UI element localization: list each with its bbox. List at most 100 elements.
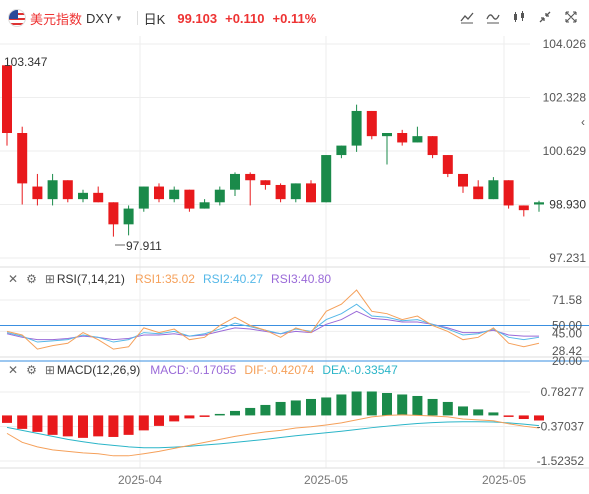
candle-body [488, 180, 499, 200]
macd-histogram-bar [412, 395, 423, 416]
macd-histogram-bar [275, 401, 286, 416]
macd-histogram-bar [397, 394, 408, 416]
candle-body [366, 110, 377, 137]
macd-histogram-bar [458, 406, 468, 416]
indicator-icon[interactable] [485, 10, 501, 26]
candle-body [336, 145, 347, 156]
macd-histogram-bar [534, 415, 544, 421]
rsi1-line [6, 289, 540, 350]
header-bar: 美元指数 DXY ▼ 日K 99.103 +0.110 +0.11% [0, 0, 589, 36]
price-axis-label: 100.629 [543, 144, 587, 158]
price-axis-label: 102.328 [543, 90, 587, 104]
macd-histogram-bar [321, 397, 332, 416]
macd-histogram-bar [290, 400, 301, 416]
date-axis-label: 2025-05 [304, 473, 348, 487]
candle-body [2, 65, 12, 134]
period-selector[interactable]: 日K [143, 11, 166, 27]
price-change-pct: +0.11% [272, 10, 317, 26]
price-axis-label: 104.026 [543, 37, 587, 51]
us-flag-icon [8, 9, 26, 27]
rsi3-line [6, 310, 539, 341]
macd-histogram-bar [154, 415, 164, 426]
rsi-axis-label: 28.42 [552, 344, 582, 358]
rsi-axis-label: 45.00 [552, 326, 582, 340]
macd-histogram-bar [351, 391, 362, 416]
candle-body [230, 173, 240, 190]
macd-histogram-bar [93, 415, 104, 437]
candle-body [382, 133, 392, 137]
macd-value: MACD:-0.17055 [150, 363, 237, 377]
symbol-code[interactable]: DXY [86, 10, 113, 26]
candle-body [154, 186, 164, 200]
candle-body [321, 155, 332, 203]
candle-body [473, 186, 484, 200]
date-axis-label: 2025-04 [118, 473, 162, 487]
macd-histogram-bar [473, 409, 484, 416]
candle-body [442, 155, 453, 174]
candle-body [199, 202, 210, 209]
macd-histogram-bar [138, 415, 149, 431]
candle-body [306, 183, 316, 203]
macd-histogram-bar [503, 415, 514, 417]
macd-histogram-bar [78, 415, 88, 438]
indicator-box-icon[interactable]: ⊞ [44, 363, 55, 377]
candle-icon[interactable] [511, 10, 527, 26]
candle-body [412, 136, 423, 143]
chart-style-icon[interactable] [459, 10, 475, 26]
macd-histogram-bar [214, 413, 225, 416]
dea-value: DEA:-0.33547 [322, 363, 398, 377]
macd-histogram-bar [382, 392, 392, 416]
symbol-dropdown-icon[interactable]: ▼ [114, 13, 123, 23]
candle-body [32, 186, 43, 200]
shrink-icon[interactable] [537, 10, 553, 26]
dea-line [6, 421, 540, 449]
macd-histogram-bar [2, 415, 12, 423]
rsi3-value: RSI3:40.80 [271, 272, 332, 286]
collapse-arrow-icon[interactable]: ‹ [577, 112, 589, 132]
rsi2-value: RSI2:40.27 [202, 272, 264, 286]
candle-body [214, 189, 225, 203]
macd-axis-label: 0.78277 [541, 385, 585, 399]
candle-body [245, 173, 256, 181]
candle-body [503, 180, 514, 206]
low-price-label: 97.911 [126, 239, 162, 253]
toolbar [459, 10, 579, 26]
dif-line [6, 414, 540, 457]
macd-axis-label: -0.37037 [537, 419, 585, 433]
macd-histogram-bar [230, 410, 240, 416]
candle-body [184, 189, 195, 209]
macd-histogram-bar [442, 401, 453, 416]
candle-body [260, 180, 271, 185]
macd-histogram-bar [169, 415, 180, 422]
macd-histogram-bar [108, 415, 119, 437]
rsi-axis-label: 20.00 [552, 354, 582, 368]
macd-histogram-bar [306, 398, 316, 416]
expand-icon[interactable] [563, 10, 579, 26]
macd-histogram-bar [488, 412, 499, 416]
rsi1-value: RSI1:35.02 [134, 272, 195, 286]
candle-body [290, 183, 301, 200]
rsi-name: RSI(7,14,21) [56, 272, 125, 286]
macd-histogram-bar [17, 415, 28, 429]
settings-icon[interactable]: ⚙ [26, 363, 37, 377]
settings-icon[interactable]: ⚙ [26, 272, 37, 286]
rsi-axis-label: 71.58 [552, 293, 582, 307]
close-icon[interactable]: ✕ [8, 272, 19, 286]
macd-histogram-bar [123, 415, 134, 435]
macd-histogram-bar [427, 398, 438, 416]
symbol-name[interactable]: 美元指数 [30, 11, 83, 27]
candle-body [47, 180, 58, 200]
candle-body [123, 208, 134, 225]
macd-histogram-bar [184, 415, 195, 419]
candle-body [518, 205, 529, 211]
candle-body [275, 184, 286, 200]
indicator-box-icon[interactable]: ⊞ [44, 272, 55, 286]
macd-legend: ✕ ⚙ ⊞ MACD(12,26,9) MACD:-0.17055 DIF:-0… [8, 362, 406, 378]
macd-histogram-bar [366, 391, 377, 416]
close-icon[interactable]: ✕ [8, 363, 19, 377]
candle-body [397, 133, 408, 143]
price-axis-label: 98.930 [549, 197, 586, 211]
candle-body [78, 192, 88, 200]
macd-histogram-bar [62, 415, 73, 437]
